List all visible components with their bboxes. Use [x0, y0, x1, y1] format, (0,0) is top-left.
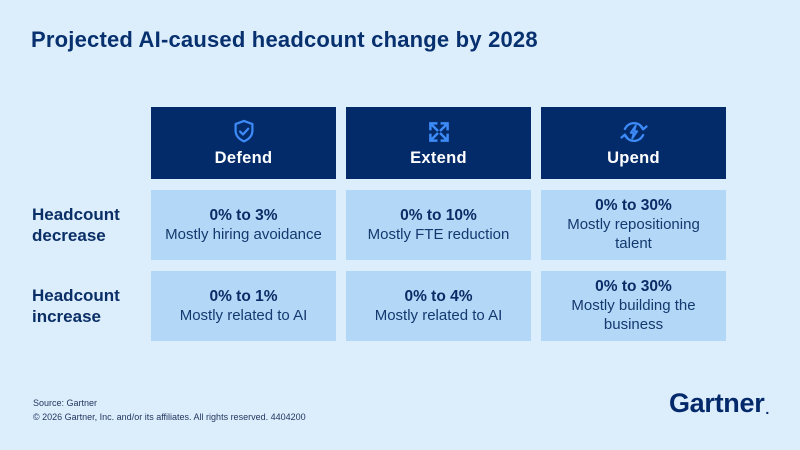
- column-header-defend: Defend: [151, 107, 336, 179]
- row-label-headcount-increase: Headcount increase: [32, 285, 120, 326]
- expand-arrows-icon: [425, 116, 453, 148]
- source-line: Source: Gartner: [33, 398, 98, 408]
- cell-increase-extend: 0% to 4% Mostly related to AI: [346, 271, 531, 341]
- cell-decrease-defend: 0% to 3% Mostly hiring avoidance: [151, 190, 336, 260]
- cell-increase-upend: 0% to 30% Mostly building the business: [541, 271, 726, 341]
- copyright-line: © 2026 Gartner, Inc. and/or its affiliat…: [33, 411, 306, 422]
- gartner-logo-mark: .: [765, 401, 769, 417]
- column-header-extend: Extend: [346, 107, 531, 179]
- column-header-label: Extend: [410, 149, 467, 167]
- cell-note: Mostly building the business: [571, 297, 696, 334]
- column-header-label: Upend: [607, 149, 660, 167]
- cell-range: 0% to 10%: [400, 206, 477, 224]
- page-title: Projected AI-caused headcount change by …: [31, 27, 538, 52]
- cell-decrease-extend: 0% to 10% Mostly FTE reduction: [346, 190, 531, 260]
- cell-range: 0% to 30%: [595, 197, 672, 215]
- cell-range: 0% to 1%: [209, 287, 278, 305]
- cell-range: 0% to 3%: [209, 206, 278, 224]
- corner-spacer: [32, 107, 141, 179]
- gartner-logo: Gartner.: [669, 388, 769, 419]
- shield-check-icon: [230, 116, 258, 148]
- cell-decrease-upend: 0% to 30% Mostly repositioning talent: [541, 190, 726, 260]
- cell-note: Mostly repositioning talent: [567, 216, 700, 253]
- column-header-upend: Upend: [541, 107, 726, 179]
- column-header-label: Defend: [214, 149, 273, 167]
- row-label-headcount-decrease: Headcount decrease: [32, 204, 120, 245]
- matrix-table: Defend Extend: [32, 107, 726, 341]
- source-attribution: Source: Gartner © 2026 Gartner, Inc. and…: [33, 397, 306, 425]
- cell-range: 0% to 4%: [404, 287, 473, 305]
- cell-note: Mostly FTE reduction: [367, 225, 510, 243]
- cell-increase-defend: 0% to 1% Mostly related to AI: [151, 271, 336, 341]
- cell-note: Mostly hiring avoidance: [165, 225, 322, 243]
- cell-range: 0% to 30%: [595, 278, 672, 296]
- cell-note: Mostly related to AI: [374, 306, 503, 324]
- cell-note: Mostly related to AI: [179, 306, 308, 324]
- gartner-logo-text: Gartner: [668, 388, 765, 418]
- cycle-bolt-icon: [619, 116, 649, 148]
